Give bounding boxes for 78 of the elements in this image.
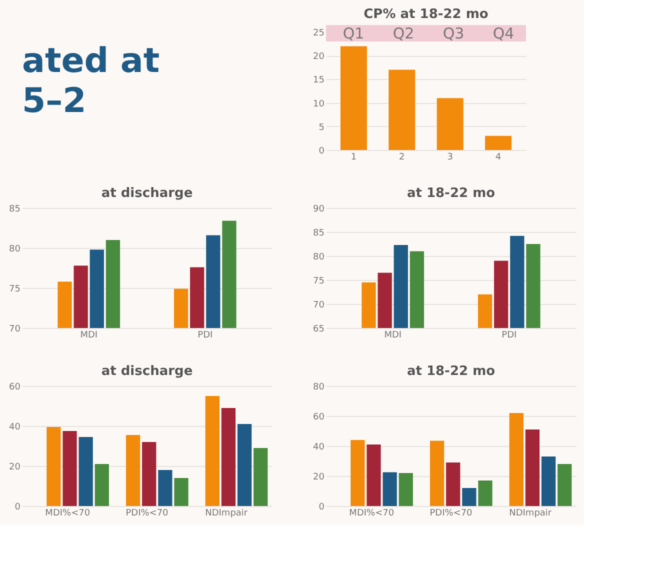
bar: [174, 478, 188, 506]
y-tick-label: 25: [313, 28, 324, 39]
bar: [430, 440, 444, 506]
annotation: Q1: [342, 24, 364, 42]
annotation: Q4: [492, 24, 514, 42]
bar: [558, 464, 572, 506]
bar: [126, 435, 140, 506]
bar: [446, 462, 460, 506]
y-tick-label: 60: [9, 382, 21, 392]
bar: [485, 136, 512, 150]
bar: [142, 442, 156, 506]
y-tick-label: 0: [318, 502, 325, 512]
chart-title: at 18-22 mo: [406, 186, 496, 201]
bar: [382, 472, 397, 506]
x-tick-label: MDI%<70: [349, 508, 394, 518]
y-tick-label: 0: [318, 146, 325, 156]
chart-title: at discharge: [101, 364, 193, 379]
text: ated at: [22, 41, 160, 81]
x-tick-label: 2: [399, 152, 405, 162]
y-tick-label: 40: [9, 422, 21, 432]
x-tick-label: PDI%<70: [126, 508, 169, 518]
x-tick-label: 1: [350, 152, 357, 162]
y-tick-label: 75: [313, 276, 324, 286]
bar: [237, 424, 252, 506]
bar: [340, 46, 367, 150]
y-tick-label: 20: [9, 462, 21, 472]
chart-title: CP% at 18-22 mo: [364, 7, 488, 22]
bar: [478, 480, 492, 506]
bar: [436, 98, 464, 150]
bar: [254, 448, 268, 506]
y-tick-label: 20: [313, 52, 325, 62]
x-tick-label: MDI: [80, 330, 98, 340]
x-tick-label: MDI%<70: [45, 508, 90, 518]
bar: [525, 430, 540, 506]
chart-title: at discharge: [101, 186, 193, 201]
bar: [94, 464, 109, 506]
text: 5–2: [22, 81, 86, 121]
bar: [509, 413, 524, 506]
bar: [78, 437, 93, 506]
y-tick-label: 80: [9, 244, 21, 254]
bar: [350, 440, 365, 506]
x-tick-label: PDI%<70: [430, 508, 473, 518]
y-tick-label: 0: [14, 502, 21, 512]
y-tick-label: 5: [318, 122, 324, 133]
bar: [462, 488, 476, 506]
x-tick-label: NDImpair: [509, 508, 552, 518]
x-tick-label: PDI: [198, 330, 213, 340]
y-tick-label: 60: [313, 412, 325, 422]
y-tick-label: 85: [313, 228, 324, 238]
chart-title: at 18-22 mo: [406, 364, 496, 379]
y-tick-label: 80: [313, 252, 325, 262]
x-tick-label: 4: [495, 152, 502, 162]
y-tick-label: 75: [9, 284, 20, 294]
x-tick-label: 3: [447, 152, 453, 162]
x-tick-label: MDI: [384, 330, 402, 340]
bar: [205, 396, 220, 506]
y-tick-label: 70: [9, 324, 21, 334]
annotation: Q3: [442, 24, 464, 42]
bar: [221, 408, 236, 506]
y-tick-label: 70: [313, 300, 325, 310]
y-tick-label: 20: [313, 472, 325, 482]
y-tick-label: 90: [313, 204, 325, 214]
bar: [46, 427, 61, 506]
y-tick-label: 10: [313, 99, 325, 110]
bar: [388, 70, 416, 150]
bar: [62, 431, 77, 506]
bar: [541, 456, 556, 506]
bar: [398, 473, 413, 506]
y-tick-label: 40: [313, 442, 325, 452]
x-tick-label: NDImpair: [205, 508, 248, 518]
bar: [366, 444, 381, 506]
x-tick-label: PDI: [502, 330, 517, 340]
y-tick-label: 80: [313, 382, 325, 392]
bar: [158, 470, 172, 506]
y-tick-label: 85: [9, 204, 20, 214]
y-tick-label: 15: [313, 76, 324, 86]
y-tick-label: 65: [313, 324, 324, 334]
annotation: Q2: [392, 24, 414, 42]
